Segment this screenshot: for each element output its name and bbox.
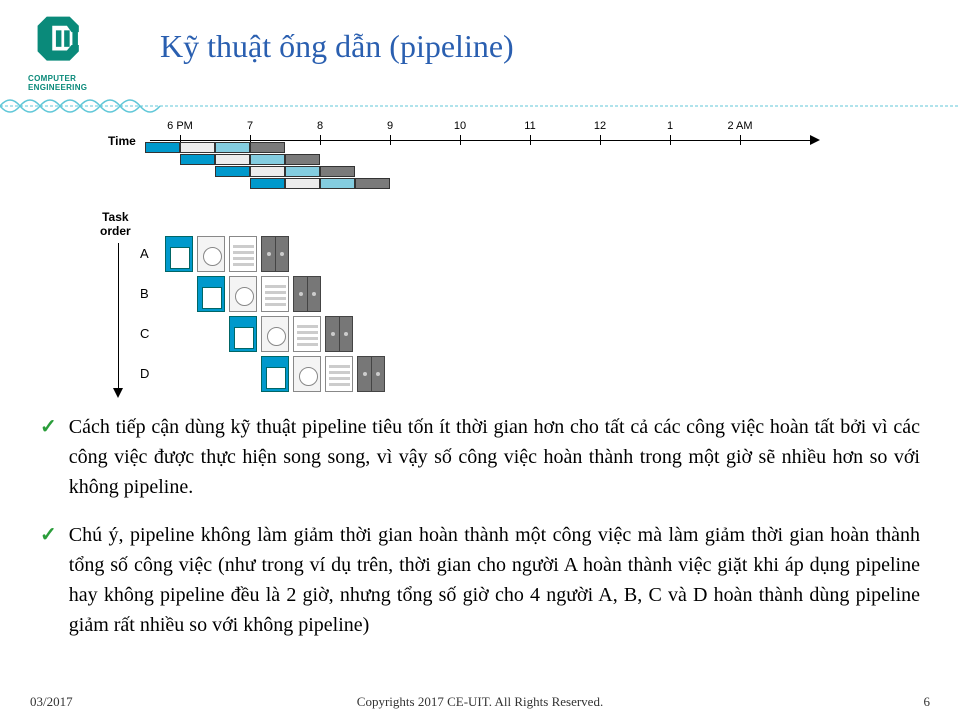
task-label: C bbox=[140, 326, 149, 341]
slide-number: 6 bbox=[924, 694, 931, 710]
timeline-segment bbox=[180, 142, 215, 153]
dryer-icon bbox=[261, 316, 289, 352]
tick-label: 7 bbox=[247, 120, 253, 132]
washer-icon bbox=[261, 356, 289, 392]
timeline-segment bbox=[320, 166, 355, 177]
tick-mark bbox=[320, 135, 321, 145]
tick-label: 11 bbox=[524, 120, 535, 132]
tick-label: 9 bbox=[387, 120, 393, 132]
task-axis-arrow-icon bbox=[113, 388, 123, 398]
tick-label: 12 bbox=[594, 120, 606, 132]
task-label: A bbox=[140, 246, 149, 261]
timeline-segment bbox=[250, 154, 285, 165]
task-label: D bbox=[140, 366, 149, 381]
timeline-segment bbox=[250, 178, 285, 189]
time-axis bbox=[150, 140, 810, 141]
timeline-segment bbox=[215, 166, 250, 177]
content-body: ✓ Cách tiếp cận dùng kỹ thuật pipeline t… bbox=[40, 412, 920, 658]
bullet-text: Cách tiếp cận dùng kỹ thuật pipeline tiê… bbox=[69, 412, 920, 502]
timeline-segment bbox=[215, 154, 250, 165]
checkmark-icon: ✓ bbox=[40, 522, 57, 547]
logo-icon bbox=[28, 12, 93, 67]
bullet-text: Chú ý, pipeline không làm giảm thời gian… bbox=[69, 520, 920, 640]
fold-icon bbox=[261, 276, 289, 312]
dryer-icon bbox=[293, 356, 321, 392]
timeline-segment bbox=[355, 178, 390, 189]
timeline-segment bbox=[285, 178, 320, 189]
tick-mark bbox=[390, 135, 391, 145]
time-axis-arrow-icon bbox=[810, 135, 820, 145]
timeline-segment bbox=[250, 166, 285, 177]
dryer-icon bbox=[197, 236, 225, 272]
tick-label: 8 bbox=[317, 120, 323, 132]
timeline-segment bbox=[320, 178, 355, 189]
tick-mark bbox=[600, 135, 601, 145]
tick-label: 1 bbox=[667, 120, 673, 132]
washer-icon bbox=[165, 236, 193, 272]
closet-icon bbox=[357, 356, 385, 392]
tick-mark bbox=[740, 135, 741, 145]
fold-icon bbox=[229, 236, 257, 272]
footer-date: 03/2017 bbox=[30, 694, 73, 710]
logo-caption: COMPUTER ENGINEERING bbox=[28, 74, 118, 92]
bullet-item: ✓ Chú ý, pipeline không làm giảm thời gi… bbox=[40, 520, 920, 640]
closet-icon bbox=[325, 316, 353, 352]
tick-label: 2 AM bbox=[727, 120, 752, 132]
timeline-segment bbox=[215, 142, 250, 153]
tick-label: 10 bbox=[454, 120, 466, 132]
task-label: B bbox=[140, 286, 149, 301]
dryer-icon bbox=[229, 276, 257, 312]
timeline-segment bbox=[285, 154, 320, 165]
task-axis bbox=[118, 243, 119, 388]
footer-copyright: Copyrights 2017 CE-UIT. All Rights Reser… bbox=[357, 694, 603, 710]
closet-icon bbox=[261, 236, 289, 272]
fold-icon bbox=[293, 316, 321, 352]
slide-footer: 03/2017 Copyrights 2017 CE-UIT. All Righ… bbox=[0, 694, 960, 710]
timeline-segment bbox=[250, 142, 285, 153]
tick-mark bbox=[460, 135, 461, 145]
bullet-item: ✓ Cách tiếp cận dùng kỹ thuật pipeline t… bbox=[40, 412, 920, 502]
washer-icon bbox=[229, 316, 257, 352]
closet-icon bbox=[293, 276, 321, 312]
fold-icon bbox=[325, 356, 353, 392]
slide-title: Kỹ thuật ống dẫn (pipeline) bbox=[160, 28, 514, 65]
timeline-segment bbox=[180, 154, 215, 165]
tick-mark bbox=[530, 135, 531, 145]
washer-icon bbox=[197, 276, 225, 312]
institution-logo: COMPUTER ENGINEERING bbox=[28, 12, 118, 92]
timeline-segment bbox=[285, 166, 320, 177]
pipeline-diagram: Time 6 PM78910111212 AM Task order ABCD bbox=[110, 118, 870, 398]
checkmark-icon: ✓ bbox=[40, 414, 57, 439]
tick-mark bbox=[670, 135, 671, 145]
time-axis-label: Time bbox=[108, 134, 136, 148]
timeline-segment bbox=[145, 142, 180, 153]
task-order-label: Task order bbox=[100, 210, 131, 238]
tick-label: 6 PM bbox=[167, 120, 193, 132]
wave-divider bbox=[0, 94, 960, 118]
